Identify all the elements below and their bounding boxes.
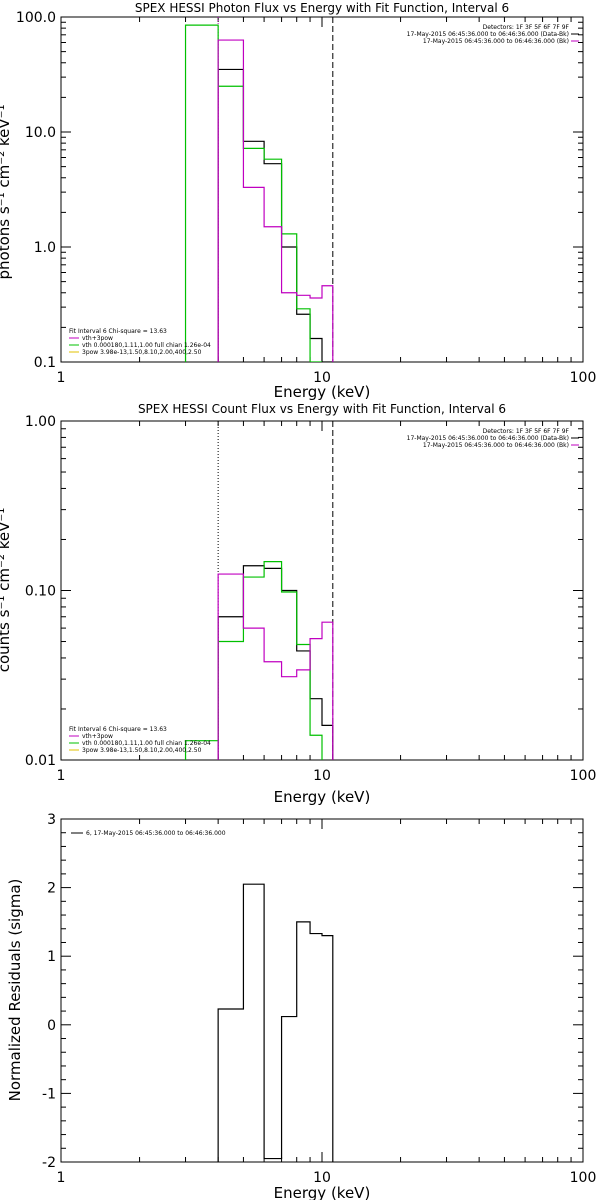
count-flux-panel: SPEX HESSI Count Flux vs Energy with Fit… <box>0 402 596 806</box>
photon-flux-series-2-line <box>217 39 334 362</box>
count-flux-ylabel: counts s⁻¹ cm⁻² keV⁻¹ <box>0 508 13 673</box>
photon-flux-y-tick-label: 1.0 <box>34 240 56 256</box>
count-flux-legend-entry: 17-May-2015 06:45:36.000 to 06:46:36.000… <box>407 435 569 442</box>
residuals-legend-entry: 6, 17-May-2015 06:45:36.000 to 06:46:36.… <box>86 830 226 837</box>
photon-flux-legend-entry: Fit Interval 6 Chi-square = 13.63 <box>69 328 167 335</box>
photon-flux-ylabel: photons s⁻¹ cm⁻² keV⁻¹ <box>0 105 13 280</box>
count-flux-legend-entry: vth 0.000180,1.11,1.00 full chian 1.26e-… <box>82 740 211 747</box>
residuals-y-tick-label: 2 <box>47 881 56 897</box>
photon-flux-legend-entry: vth+3pow <box>82 335 113 342</box>
count-flux-title: SPEX HESSI Count Flux vs Energy with Fit… <box>138 402 506 416</box>
count-flux-series-0-line <box>217 565 334 760</box>
residuals-xlabel: Energy (keV) <box>274 1184 371 1200</box>
count-flux-legend-entry: Detectors: 1F 3F 5F 6F 7F 9F <box>483 428 570 435</box>
count-flux-legend-entry: Fit Interval 6 Chi-square = 13.63 <box>69 726 167 733</box>
photon-flux-y-tick-label: 10.0 <box>25 125 56 141</box>
photon-flux-x-tick-label: 100 <box>570 370 597 386</box>
photon-flux-plot-frame <box>60 16 584 363</box>
photon-flux-x-tick-label: 10 <box>313 370 331 386</box>
photon-flux-y-tick-label: 100.0 <box>16 10 56 26</box>
residuals-ylabel: Normalized Residuals (sigma) <box>6 879 24 1102</box>
photon-flux-series-1-line <box>184 24 322 362</box>
count-flux-y-tick-label: 0.01 <box>25 753 56 769</box>
residuals-y-tick-label: -2 <box>42 1155 56 1171</box>
count-flux-series-2-line <box>217 573 334 760</box>
photon-flux-legend-entry: 17-May-2015 06:45:36.000 to 06:46:36.000… <box>407 31 569 38</box>
residuals-panel: Normalized Residuals (sigma) Energy (keV… <box>6 812 596 1200</box>
count-flux-y-tick-label: 0.10 <box>25 584 56 600</box>
residuals-series-0-line <box>217 883 334 1162</box>
photon-flux-legend-entry: Detectors: 1F 3F 5F 6F 7F 9F <box>483 24 570 31</box>
residuals-y-tick-label: -1 <box>42 1086 56 1102</box>
count-flux-x-tick-label: 100 <box>570 768 597 784</box>
residuals-x-tick-label: 100 <box>570 1170 597 1186</box>
count-flux-series-1-line <box>184 561 323 760</box>
photon-flux-x-tick-label: 1 <box>57 370 66 386</box>
count-flux-y-tick-label: 1.00 <box>25 414 56 430</box>
count-flux-legend-entry: 17-May-2015 06:45:36.000 to 06:46:36.000… <box>423 442 569 449</box>
residuals-y-tick-label: 1 <box>47 949 56 965</box>
photon-flux-legend-entry: vth 0.000180,1.11,1.00 full chian 1.26e-… <box>82 342 211 349</box>
photon-flux-series-0-line <box>217 68 333 362</box>
residuals-y-tick-label: 0 <box>47 1018 56 1034</box>
count-flux-legend-entry: vth+3pow <box>82 733 113 740</box>
photon-flux-xlabel: Energy (keV) <box>274 383 371 401</box>
photon-flux-title: SPEX HESSI Photon Flux vs Energy with Fi… <box>135 1 509 15</box>
residuals-plot-frame <box>60 818 584 1163</box>
photon-flux-legend-entry: 3pow 3.98e-13,1.50,8.10,2.00,400,2.50 <box>82 349 202 356</box>
count-flux-x-tick-label: 1 <box>57 768 66 784</box>
residuals-y-tick-label: 3 <box>47 812 56 828</box>
residuals-x-tick-label: 1 <box>57 1170 66 1186</box>
photon-flux-legend-entry: 17-May-2015 06:45:36.000 to 06:46:36.000… <box>423 38 569 45</box>
count-flux-legend-entry: 3pow 3.98e-13,1.50,8.10,2.00,400,2.50 <box>82 747 202 754</box>
photon-flux-y-tick-label: 0.1 <box>34 355 56 371</box>
residuals-x-tick-label: 10 <box>313 1170 331 1186</box>
count-flux-xlabel: Energy (keV) <box>274 788 371 806</box>
photon-flux-panel: SPEX HESSI Photon Flux vs Energy with Fi… <box>0 1 596 401</box>
count-flux-x-tick-label: 10 <box>313 768 331 784</box>
